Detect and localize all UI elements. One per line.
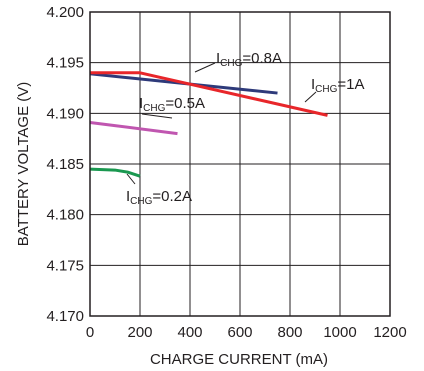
x-tick-label: 0 xyxy=(86,324,94,341)
y-tick-label: 4.180 xyxy=(46,207,84,224)
annotation-leaders xyxy=(126,62,317,185)
plot-frame xyxy=(89,11,391,317)
y-tick-label: 4.170 xyxy=(46,308,84,325)
y-tick-label: 4.185 xyxy=(46,156,84,173)
y-axis-label: BATTERY VOLTAGE (V) xyxy=(15,82,32,246)
leader-1a xyxy=(304,91,317,103)
y-tick-label: 4.190 xyxy=(46,105,84,122)
annotation-0.2a: ICHG=0.2A xyxy=(126,188,192,207)
y-tick-labels: 4.170 4.175 4.180 4.185 4.190 4.195 4.200 xyxy=(46,4,84,325)
leader-0.2a xyxy=(126,173,136,185)
x-tick-label: 600 xyxy=(227,324,252,341)
x-tick-label: 1200 xyxy=(373,324,406,341)
x-tick-label: 400 xyxy=(177,324,202,341)
series-line-s05 xyxy=(89,120,178,136)
plot-border xyxy=(89,11,391,317)
y-tick-label: 4.200 xyxy=(46,4,84,21)
y-tick-label: 4.195 xyxy=(46,55,84,72)
x-tick-label: 200 xyxy=(127,324,152,341)
leader-0.5a xyxy=(141,113,173,119)
x-tick-label: 1000 xyxy=(323,324,356,341)
x-tick-label: 800 xyxy=(277,324,302,341)
annotation-1a: ICHG=1A xyxy=(311,76,365,95)
series-annotations: ICHG=0.8A ICHG=1A ICHG=0.5A ICHG=0.2A xyxy=(126,50,365,207)
annotation-0.5a: ICHG=0.5A xyxy=(139,95,205,114)
x-axis-label: CHARGE CURRENT (mA) xyxy=(150,351,328,368)
series-line-s1 xyxy=(90,71,328,117)
x-tick-labels: 0 200 400 600 800 1000 1200 xyxy=(86,324,407,341)
y-tick-label: 4.175 xyxy=(46,257,84,274)
series-line-s02 xyxy=(89,167,141,178)
series-lines xyxy=(89,71,328,178)
annotation-0.8a: ICHG=0.8A xyxy=(216,50,282,69)
leader-0.8a xyxy=(194,62,216,73)
